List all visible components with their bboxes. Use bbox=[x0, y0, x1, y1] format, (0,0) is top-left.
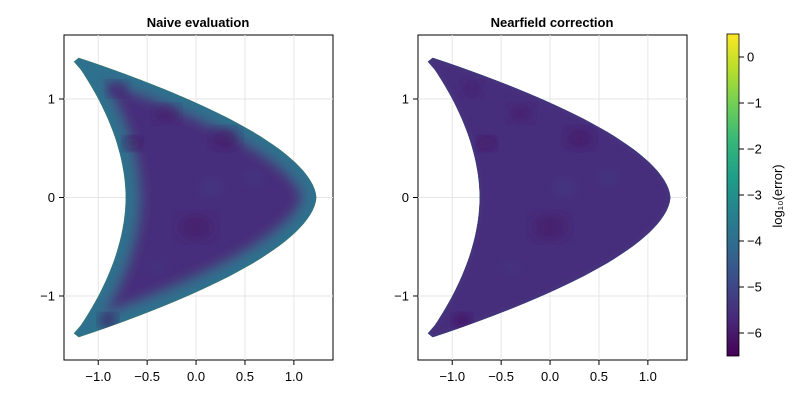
x-tick-label: −0.5 bbox=[134, 369, 160, 384]
colorbar-label: log₁₀(error) bbox=[770, 164, 785, 227]
colorbar-tick-label: 0 bbox=[747, 50, 754, 65]
error-patch bbox=[477, 137, 496, 150]
y-tick-label: 1 bbox=[48, 92, 55, 107]
error-patch bbox=[212, 128, 239, 149]
x-tick-label: −1.0 bbox=[85, 369, 111, 384]
error-patch bbox=[245, 170, 265, 185]
colorbar-tick-label: −4 bbox=[747, 234, 762, 249]
panel-nearfield-correction: Nearfield correction −1.0 −0.5 0.0 0.5 1.0 −… bbox=[394, 15, 688, 384]
colorbar-tick-label: −3 bbox=[747, 188, 762, 203]
x-tick-label: 1.0 bbox=[639, 369, 657, 384]
x-tick-label: −1.0 bbox=[439, 369, 465, 384]
x-tick-label: −0.5 bbox=[488, 369, 514, 384]
error-field bbox=[427, 57, 671, 338]
panel-title: Naive evaluation bbox=[147, 15, 250, 30]
y-tick-label: 1 bbox=[402, 92, 409, 107]
error-field bbox=[73, 57, 317, 338]
error-patch bbox=[499, 258, 523, 275]
x-tick-label: 0.0 bbox=[187, 369, 205, 384]
error-patch bbox=[599, 170, 619, 185]
error-patch bbox=[453, 314, 471, 327]
error-patch bbox=[462, 82, 482, 97]
y-axis-ticks: −1 0 1 bbox=[394, 92, 418, 303]
error-patch bbox=[199, 179, 223, 197]
y-tick-label: −1 bbox=[40, 288, 55, 303]
colorbar-ticks: 0 −1 −2 −3 −4 −5 −6 bbox=[739, 50, 762, 341]
error-patch bbox=[553, 179, 577, 197]
colorbar-tick-label: −6 bbox=[747, 326, 762, 341]
y-tick-label: −1 bbox=[394, 288, 409, 303]
x-axis-ticks: −1.0 −0.5 0.0 0.5 1.0 bbox=[439, 360, 657, 384]
error-patch bbox=[532, 214, 568, 240]
colorbar-gradient bbox=[726, 33, 740, 357]
error-patch bbox=[566, 128, 593, 149]
y-tick-label: 0 bbox=[402, 190, 409, 205]
error-interior bbox=[73, 57, 317, 338]
x-tick-label: 0.5 bbox=[590, 369, 608, 384]
colorbar-tick-label: −2 bbox=[747, 142, 762, 157]
error-patch bbox=[145, 258, 169, 275]
error-patch bbox=[155, 105, 179, 123]
panel-title: Nearfield correction bbox=[491, 15, 614, 30]
error-patch bbox=[178, 214, 214, 240]
colorbar-tick-label: −1 bbox=[747, 96, 762, 111]
error-patch bbox=[99, 314, 117, 327]
x-tick-label: 0.5 bbox=[236, 369, 254, 384]
x-tick-label: 1.0 bbox=[285, 369, 303, 384]
y-axis-ticks: −1 0 1 bbox=[40, 92, 64, 303]
x-tick-label: 0.0 bbox=[541, 369, 559, 384]
error-patch bbox=[123, 137, 142, 150]
x-axis-ticks: −1.0 −0.5 0.0 0.5 1.0 bbox=[85, 360, 303, 384]
colorbar: 0 −1 −2 −3 −4 −5 −6 log₁₀(error) bbox=[726, 33, 785, 357]
error-patch bbox=[108, 82, 128, 97]
y-tick-label: 0 bbox=[48, 190, 55, 205]
panel-naive-evaluation: Naive evaluation −1.0 −0.5 0.0 0.5 1.0 −1 0 1 bbox=[40, 15, 334, 384]
error-patch bbox=[509, 105, 533, 123]
colorbar-tick-label: −5 bbox=[747, 280, 762, 295]
error-interior bbox=[427, 57, 671, 338]
